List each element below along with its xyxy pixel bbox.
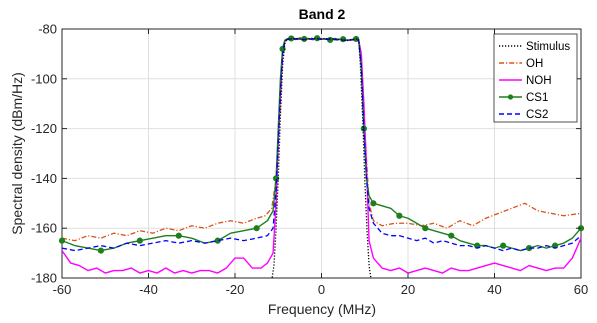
x-axis-label: Frequency (MHz) xyxy=(268,301,376,317)
legend-label-cs2: CS2 xyxy=(526,109,548,121)
data-point-cs1 xyxy=(58,237,66,244)
x-tick-label: 60 xyxy=(574,282,588,297)
legend-label-cs1: CS1 xyxy=(526,92,548,104)
clip-mask xyxy=(0,278,597,323)
y-tick-label: -100 xyxy=(31,71,57,86)
series-lines xyxy=(0,35,597,323)
y-tick-label: -80 xyxy=(38,22,57,37)
data-point-cs1 xyxy=(253,225,260,232)
series-line-cs2 xyxy=(61,38,582,252)
data-point-cs1 xyxy=(370,200,377,207)
x-tick-label: -40 xyxy=(139,282,158,297)
data-point-cs1 xyxy=(136,237,143,244)
legend-label-stimulus: Stimulus xyxy=(526,41,570,53)
y-tick-label: -140 xyxy=(31,171,57,186)
y-tick-label: -180 xyxy=(31,271,57,286)
chart-title: Band 2 xyxy=(299,6,346,22)
y-tick-label: -120 xyxy=(31,121,57,136)
legend-label-oh: OH xyxy=(526,58,543,70)
data-point-cs1 xyxy=(97,247,105,254)
legend-box xyxy=(493,33,578,123)
data-point-cs1 xyxy=(500,242,507,249)
data-point-cs1 xyxy=(396,212,403,219)
x-tick-label: 0 xyxy=(318,282,325,297)
x-tick-label: 40 xyxy=(487,282,501,297)
legend-marker-cs1 xyxy=(507,94,514,100)
y-axis-label: Spectral density (dBm/Hz) xyxy=(9,72,25,235)
x-tick-label: -20 xyxy=(226,282,245,297)
data-point-cs1 xyxy=(422,225,429,232)
data-point-cs1 xyxy=(448,232,455,239)
legend: Stimulus OH NOH CS1 CS2 xyxy=(493,33,578,123)
x-tick-label: -60 xyxy=(53,282,72,297)
y-tick-label: -160 xyxy=(31,221,57,236)
x-tick-label: 20 xyxy=(401,282,415,297)
legend-label-noh: NOH xyxy=(526,75,552,87)
data-point-cs1 xyxy=(175,232,182,239)
axis-ticks: -60 -40 -20 0 20 40 60 -180 -160 -140 -120 -100 -80 xyxy=(31,22,588,298)
